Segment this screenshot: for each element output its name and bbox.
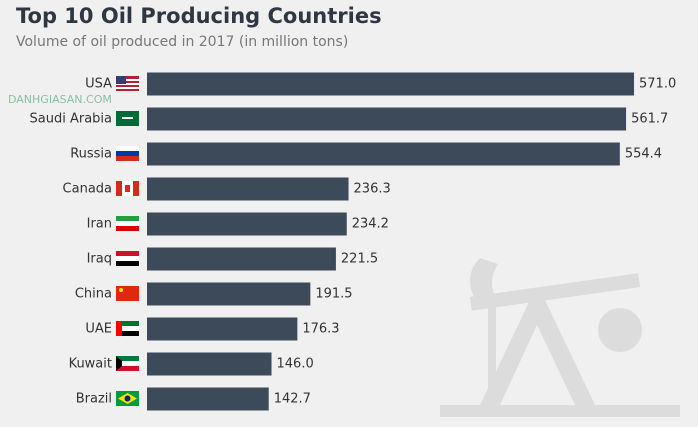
category-label: USA xyxy=(85,77,112,92)
bar xyxy=(147,352,272,376)
bar xyxy=(147,247,336,271)
category-label: Brazil xyxy=(76,392,112,407)
bar xyxy=(147,142,620,166)
flags xyxy=(116,76,139,406)
value-label: 142.7 xyxy=(274,392,311,407)
bar xyxy=(147,212,347,236)
value-label: 221.5 xyxy=(341,252,378,267)
value-label: 176.3 xyxy=(302,322,339,337)
watermark: DANHGIASAN.COM xyxy=(8,93,112,106)
bar xyxy=(147,72,634,96)
bar xyxy=(147,177,349,201)
bar xyxy=(147,387,269,411)
category-label: Kuwait xyxy=(69,357,112,372)
chart-subtitle: Volume of oil produced in 2017 (in milli… xyxy=(16,34,348,50)
category-label: UAE xyxy=(85,322,112,337)
value-label: 234.2 xyxy=(352,217,389,232)
category-label: Saudi Arabia xyxy=(30,112,113,127)
bar xyxy=(147,107,627,131)
value-label: 554.4 xyxy=(625,147,662,162)
pump-jack-icon xyxy=(440,258,680,417)
category-label: Iran xyxy=(87,217,112,232)
category-label: Iraq xyxy=(87,252,112,267)
bar xyxy=(147,317,298,341)
value-label: 191.5 xyxy=(315,287,352,302)
category-label: Russia xyxy=(70,147,112,162)
value-label: 571.0 xyxy=(639,77,676,92)
chart-title: Top 10 Oil Producing Countries xyxy=(16,4,382,28)
category-label: China xyxy=(75,287,112,302)
category-label: Canada xyxy=(63,182,112,197)
value-label: 561.7 xyxy=(631,112,668,127)
value-label: 236.3 xyxy=(354,182,391,197)
bar xyxy=(147,282,311,306)
value-label: 146.0 xyxy=(277,357,314,372)
